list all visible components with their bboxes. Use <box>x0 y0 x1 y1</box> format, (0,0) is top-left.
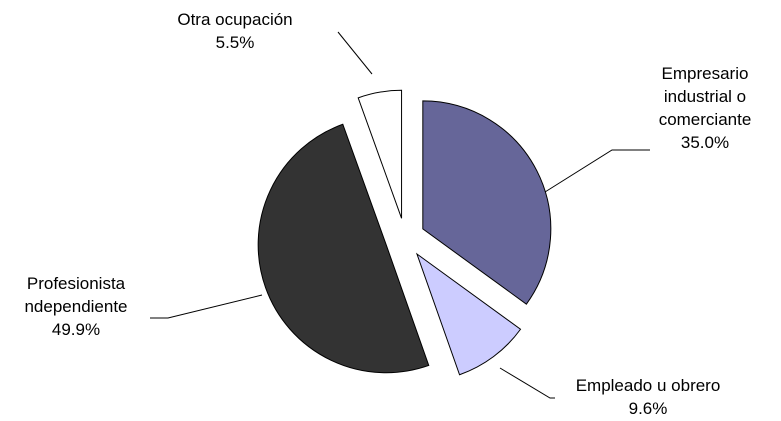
leader-line <box>337 31 373 75</box>
leader-line <box>544 149 650 193</box>
category-label: Otra ocupación <box>177 10 293 29</box>
slice-label: Empresario industrial o comerciante 35.0… <box>645 62 765 154</box>
category-label: Empresario industrial o comerciante <box>658 64 752 129</box>
slices <box>257 89 552 376</box>
value-label: 5.5% <box>215 33 255 52</box>
leader-line <box>499 367 555 399</box>
value-label: 9.6% <box>628 399 668 418</box>
leader-line <box>150 294 263 319</box>
category-label: Profesionista ndependiente <box>24 274 128 316</box>
value-label: 49.9% <box>51 320 101 339</box>
slice-label: Profesionista ndependiente 49.9% <box>6 272 146 341</box>
pie-slice <box>357 89 403 219</box>
value-label: 35.0% <box>680 133 730 152</box>
category-label: Empleado u obrero <box>575 376 721 395</box>
pie-slice <box>422 100 552 305</box>
slice-label: Otra ocupación 5.5% <box>160 8 310 54</box>
pie-slice <box>257 123 430 374</box>
slice-label: Empleado u obrero 9.6% <box>548 374 748 420</box>
pie-slice <box>415 252 522 376</box>
